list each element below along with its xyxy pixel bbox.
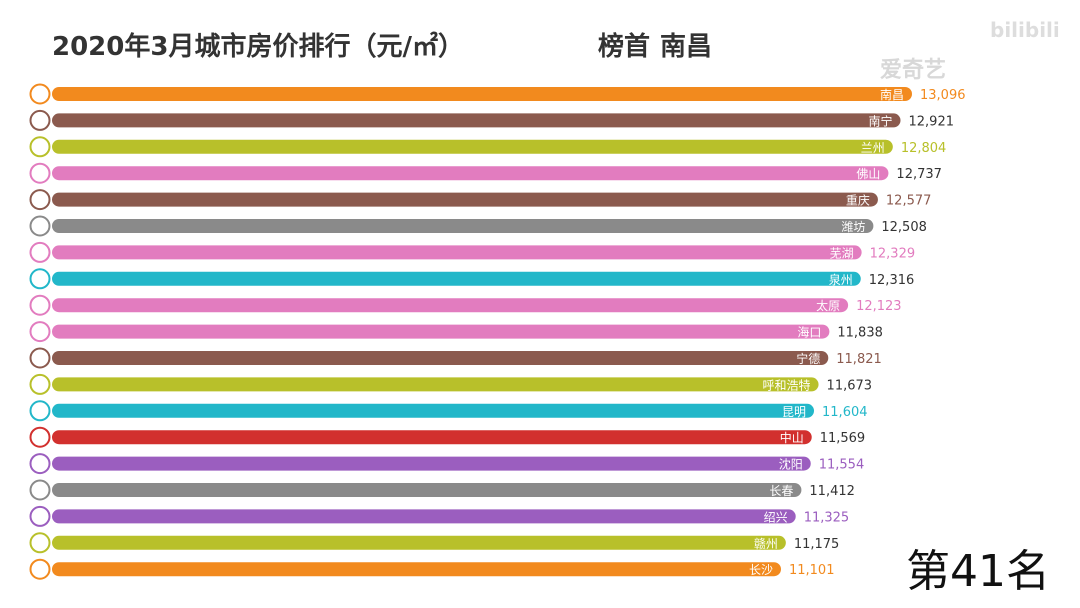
bar-value-label: 11,175 bbox=[794, 537, 840, 552]
bar-category-label: 潍坊 bbox=[841, 219, 865, 234]
bar-category-label: 芜湖 bbox=[830, 245, 854, 260]
bar-category-label: 泉州 bbox=[829, 273, 853, 287]
bar bbox=[52, 483, 802, 497]
bar-category-label: 太原 bbox=[816, 298, 840, 313]
bar bbox=[52, 245, 862, 260]
row-marker bbox=[29, 268, 51, 290]
bar-value-label: 11,412 bbox=[809, 484, 855, 499]
bar-category-label: 长沙 bbox=[749, 563, 773, 577]
bar bbox=[52, 219, 874, 233]
bar bbox=[52, 324, 830, 339]
bar bbox=[52, 535, 786, 550]
row-marker bbox=[29, 532, 51, 554]
bar-category-label: 沈阳 bbox=[779, 457, 803, 472]
bar-value-label: 12,921 bbox=[909, 114, 955, 129]
bar-category-label: 南宁 bbox=[868, 113, 892, 128]
bar-value-label: 12,804 bbox=[901, 141, 947, 156]
bar-category-label: 绍兴 bbox=[764, 510, 788, 524]
site-watermark: bilibili bbox=[990, 18, 1060, 42]
bar bbox=[52, 139, 893, 154]
bar-value-label: 11,838 bbox=[837, 326, 883, 341]
row-marker bbox=[29, 479, 51, 501]
leader-city: 南昌 bbox=[660, 32, 713, 62]
leader-prefix: 榜首 bbox=[598, 32, 651, 62]
bar bbox=[52, 377, 819, 392]
bar bbox=[52, 166, 889, 181]
row-marker bbox=[29, 136, 51, 158]
row-marker bbox=[29, 241, 51, 263]
bar-value-label: 11,673 bbox=[827, 378, 873, 393]
leader-indicator: 榜首 南昌 bbox=[598, 26, 722, 63]
bar-category-label: 长春 bbox=[769, 484, 793, 498]
bar bbox=[52, 351, 829, 365]
rank-label: 第41名 bbox=[906, 546, 1050, 597]
bar-category-label: 兰州 bbox=[861, 141, 885, 155]
row-marker bbox=[29, 558, 51, 580]
bar-category-label: 重庆 bbox=[846, 194, 870, 208]
row-marker bbox=[29, 373, 51, 395]
bar-category-label: 佛山 bbox=[856, 167, 880, 181]
bar bbox=[52, 298, 849, 313]
bar-category-label: 南昌 bbox=[880, 87, 904, 102]
row-marker bbox=[29, 426, 51, 448]
bar-value-label: 11,325 bbox=[804, 510, 850, 525]
bar-category-label: 呼和浩特 bbox=[763, 377, 811, 392]
bar-value-label: 12,737 bbox=[896, 167, 942, 182]
bar-value-label: 12,329 bbox=[870, 246, 916, 261]
bar-value-label: 12,123 bbox=[856, 299, 902, 314]
bar-value-label: 11,569 bbox=[820, 431, 866, 446]
bar-category-label: 宁德 bbox=[796, 351, 820, 366]
bar bbox=[52, 271, 861, 286]
bar bbox=[52, 456, 811, 471]
bar-value-label: 12,316 bbox=[869, 273, 915, 288]
bar bbox=[52, 509, 796, 524]
row-marker bbox=[29, 321, 51, 343]
bar-value-label: 12,508 bbox=[881, 220, 927, 235]
bar-value-label: 11,604 bbox=[822, 405, 868, 420]
bar-value-label: 12,577 bbox=[886, 194, 932, 209]
row-marker bbox=[29, 294, 51, 316]
row-marker bbox=[29, 215, 51, 237]
bar-category-label: 昆明 bbox=[782, 405, 806, 419]
row-marker bbox=[29, 162, 51, 184]
bar-value-label: 11,821 bbox=[836, 352, 882, 367]
bar-value-label: 11,554 bbox=[819, 458, 865, 473]
row-marker bbox=[29, 83, 51, 105]
bar bbox=[52, 562, 781, 577]
bar-category-label: 赣州 bbox=[754, 537, 778, 551]
bar-value-label: 11,101 bbox=[789, 563, 835, 578]
brand-watermark: 爱奇艺 bbox=[880, 58, 947, 83]
row-marker bbox=[29, 453, 51, 475]
row-marker bbox=[29, 109, 51, 131]
bar bbox=[52, 113, 901, 128]
row-marker bbox=[29, 347, 51, 369]
bar bbox=[52, 192, 878, 207]
row-marker bbox=[29, 400, 51, 422]
bar-category-label: 中山 bbox=[780, 430, 804, 445]
bar-value-label: 13,096 bbox=[920, 88, 966, 103]
bar-category-label: 海口 bbox=[797, 325, 821, 340]
bar bbox=[52, 87, 912, 101]
chart-title: 2020年3月城市房价排行（元/㎡） bbox=[52, 32, 464, 62]
bar bbox=[52, 403, 815, 418]
row-marker bbox=[29, 505, 51, 527]
bar bbox=[52, 430, 812, 445]
row-marker bbox=[29, 189, 51, 211]
